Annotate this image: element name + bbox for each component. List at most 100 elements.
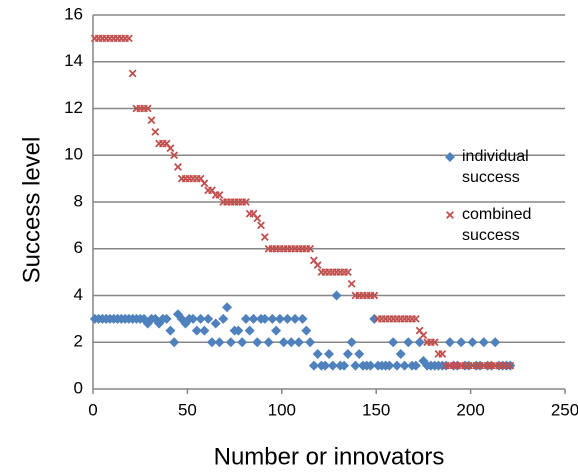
point-stroke — [446, 211, 454, 219]
point — [313, 261, 322, 270]
point — [370, 291, 379, 300]
point — [456, 337, 467, 348]
point — [169, 337, 180, 348]
point — [253, 214, 262, 223]
point — [414, 337, 425, 348]
legend-label: combined success — [462, 206, 532, 244]
point-stroke — [170, 151, 179, 160]
point — [233, 325, 244, 336]
point-stroke — [147, 116, 156, 125]
point — [446, 211, 454, 219]
point-stroke — [260, 233, 269, 241]
point — [278, 337, 289, 348]
y-tick-label: 12 — [64, 98, 83, 117]
y-tick-label: 16 — [64, 4, 83, 23]
point — [305, 337, 316, 348]
point-stroke — [241, 198, 250, 206]
y-tick-label: 8 — [74, 191, 83, 210]
point — [444, 337, 455, 348]
point — [199, 325, 210, 336]
point-stroke — [411, 314, 420, 323]
point — [165, 325, 176, 336]
point-stroke — [215, 191, 224, 199]
legend-item: combined success — [462, 206, 532, 244]
point — [365, 360, 376, 371]
point — [395, 348, 406, 359]
point — [411, 314, 420, 323]
point-stroke — [419, 331, 428, 340]
point — [410, 360, 421, 371]
x-tick-label: 100 — [268, 400, 296, 419]
point — [195, 313, 206, 324]
point — [350, 360, 361, 371]
point — [248, 313, 259, 324]
point — [339, 360, 350, 371]
point — [128, 69, 137, 78]
point — [308, 360, 319, 371]
point-stroke — [166, 144, 175, 153]
point — [354, 348, 365, 359]
x-tick-label: 50 — [178, 400, 197, 419]
point-stroke — [506, 361, 515, 370]
point-stroke — [430, 338, 439, 347]
point-stroke — [347, 279, 356, 288]
point — [166, 144, 175, 153]
point — [403, 337, 414, 348]
x-tick-label: 0 — [88, 400, 97, 419]
point — [257, 221, 265, 230]
point — [282, 313, 293, 324]
point-stroke — [151, 127, 160, 136]
point — [218, 313, 229, 324]
point — [200, 179, 209, 188]
point — [215, 191, 224, 199]
point-stroke — [128, 69, 137, 78]
point-stroke — [370, 291, 379, 300]
point-stroke — [253, 214, 262, 223]
point-stroke — [174, 163, 182, 171]
point — [151, 127, 160, 136]
point — [391, 360, 402, 371]
point-stroke — [438, 350, 447, 358]
point — [240, 313, 251, 324]
point — [252, 337, 263, 348]
point — [347, 279, 356, 288]
y-axis-title: Success level — [18, 137, 45, 284]
point — [241, 198, 250, 206]
point — [297, 313, 308, 324]
point — [478, 337, 489, 348]
point-stroke — [306, 244, 315, 253]
point — [174, 163, 182, 171]
point — [419, 331, 428, 340]
y-tick-label: 6 — [74, 238, 83, 257]
point — [445, 152, 455, 162]
x-tick-label: 200 — [456, 400, 484, 419]
point — [124, 34, 133, 43]
point-stroke — [200, 179, 209, 188]
y-tick-label: 10 — [64, 145, 83, 164]
point — [312, 348, 323, 359]
point-stroke — [257, 221, 265, 230]
point-stroke — [343, 268, 352, 277]
point — [188, 313, 199, 324]
point — [388, 337, 399, 348]
point — [467, 337, 478, 348]
point-stroke — [313, 261, 322, 270]
point — [237, 337, 248, 348]
point — [290, 313, 301, 324]
point — [244, 325, 255, 336]
point — [438, 350, 447, 358]
legend-item: individual success — [462, 148, 529, 186]
point — [399, 360, 410, 371]
point — [506, 361, 515, 370]
point — [271, 325, 282, 336]
point — [222, 302, 233, 313]
point — [293, 337, 304, 348]
point — [320, 360, 331, 371]
point — [161, 313, 172, 324]
x-axis-title: Number or innovators — [214, 443, 445, 470]
point — [346, 337, 357, 348]
point — [225, 337, 236, 348]
x-tick-label: 150 — [362, 400, 390, 419]
point — [170, 151, 179, 160]
